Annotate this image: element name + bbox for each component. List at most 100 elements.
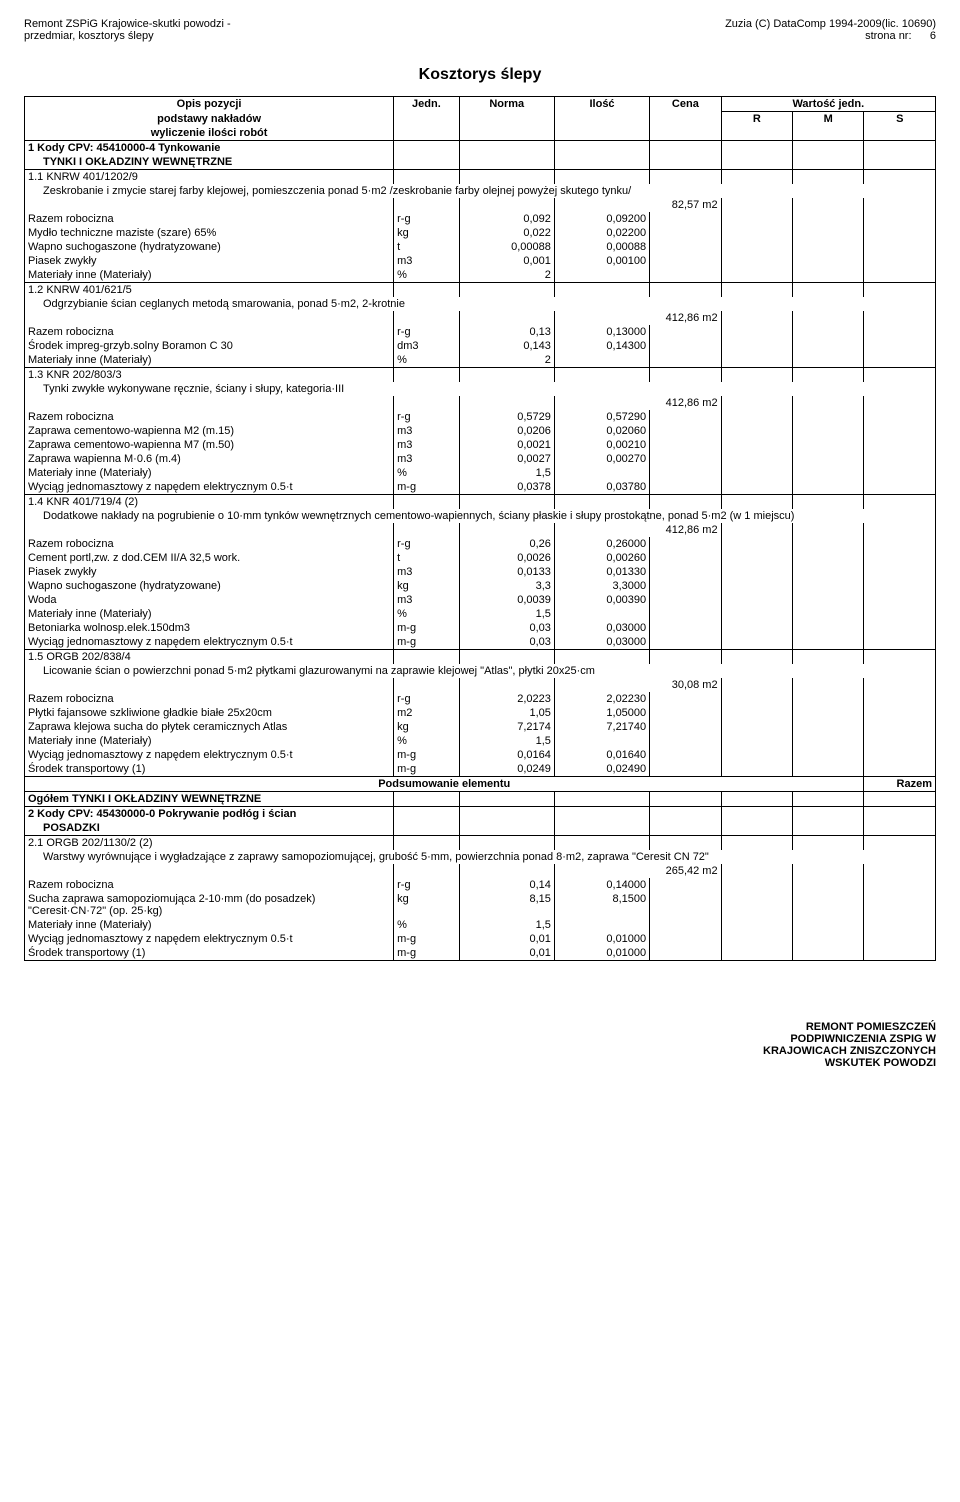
p13-rows-cell: 0,57290	[554, 410, 649, 424]
p13-rows-cell	[650, 424, 721, 438]
col-desc-3: wyliczenie ilości robót	[25, 126, 394, 141]
p12-rows-cell	[650, 339, 721, 353]
p15-rows-cell: Środek transportowy (1)	[25, 762, 394, 777]
p21-rows-cell	[864, 878, 936, 892]
p14-rows-cell: Betoniarka wolnosp.elek.150dm3	[25, 621, 394, 635]
p21-rows-cell	[650, 892, 721, 918]
p13-rows-cell: %	[394, 466, 459, 480]
p13-rows-cell: Materiały inne (Materiały)	[25, 466, 394, 480]
p11-rows-cell	[721, 240, 792, 254]
p14-rows-cell: Cement portl,zw. z dod.CEM II/A 32,5 wor…	[25, 551, 394, 565]
p11-rows-cell: 0,092	[459, 212, 554, 226]
p13-rows-cell	[793, 410, 864, 424]
p15-rows-cell: 0,02490	[554, 762, 649, 777]
p21-rows-cell	[793, 918, 864, 932]
p12-qty: 412,86 m2	[554, 311, 721, 325]
col-wart: Wartość jedn.	[721, 97, 935, 112]
p14-rows-cell	[793, 551, 864, 565]
p15-rows-cell	[650, 748, 721, 762]
p13-rows-cell	[793, 480, 864, 495]
p21-rows-cell	[793, 878, 864, 892]
p14-rows-cell: m-g	[394, 621, 459, 635]
p11-rows-cell	[554, 268, 649, 283]
section1-sum-razem: Razem	[864, 776, 936, 791]
p13-rows-cell	[721, 410, 792, 424]
p12-rows-cell	[864, 339, 936, 353]
p21-rows-cell	[650, 946, 721, 961]
col-r: R	[721, 112, 792, 141]
page-header: Remont ZSPiG Krajowice-skutki powodzi - …	[24, 18, 936, 42]
p12-rows-cell: Razem robocizna	[25, 325, 394, 339]
p12-desc: Odgrzybianie ścian ceglanych metodą smar…	[25, 297, 936, 311]
p12-rows-cell: Materiały inne (Materiały)	[25, 353, 394, 368]
p14-rows-cell	[554, 607, 649, 621]
p13-rows-cell: Razem robocizna	[25, 410, 394, 424]
p15-desc: Licowanie ścian o powierzchni ponad 5·m2…	[25, 664, 936, 678]
section1-total: Ogółem TYNKI I OKŁADZINY WEWNĘTRZNE	[25, 791, 394, 806]
p12-rows-cell	[864, 353, 936, 368]
p21-rows-cell: Sucha zaprawa samopoziomująca 2-10·mm (d…	[25, 892, 394, 918]
p13-desc: Tynki zwykłe wykonywane ręcznie, ściany …	[25, 382, 936, 396]
footer-l1: REMONT POMIESZCZEŃ	[24, 1021, 936, 1033]
p15-rows-cell	[650, 706, 721, 720]
p14-rows-cell	[650, 579, 721, 593]
p13-rows-cell	[554, 466, 649, 480]
p15-rows-cell	[554, 734, 649, 748]
p13-rows-cell: 0,0027	[459, 452, 554, 466]
col-norm: Norma	[459, 97, 554, 141]
p21-rows-cell: kg	[394, 892, 459, 918]
p13-qty: 412,86 m2	[554, 396, 721, 410]
p11-rows-cell: r-g	[394, 212, 459, 226]
p15-rows-cell: m2	[394, 706, 459, 720]
p11-desc: Zeskrobanie i zmycie starej farby klejow…	[25, 184, 936, 198]
p12-rows-cell: r-g	[394, 325, 459, 339]
p14-rows-cell: r-g	[394, 537, 459, 551]
p14-rows-cell	[793, 565, 864, 579]
col-s: S	[864, 112, 936, 141]
p15-rows-cell	[864, 692, 936, 706]
p11-rows-cell	[721, 254, 792, 268]
p15-rows-cell	[721, 762, 792, 777]
p15-rows-cell	[864, 706, 936, 720]
p15-rows-cell: Materiały inne (Materiały)	[25, 734, 394, 748]
p21-rows-cell	[721, 946, 792, 961]
p11-rows-cell: %	[394, 268, 459, 283]
p15-rows-cell	[793, 734, 864, 748]
header-right-line1: Zuzia (C) DataComp 1994-2009(lic. 10690)	[725, 18, 936, 30]
p21-rows-cell	[721, 878, 792, 892]
p14-rows-cell: Wyciąg jednomasztowy z napędem elektrycz…	[25, 635, 394, 650]
p21-rows-cell: 0,14000	[554, 878, 649, 892]
p15-rows-cell: 1,5	[459, 734, 554, 748]
p12-rows-cell	[554, 353, 649, 368]
p21-rows-cell: Wyciąg jednomasztowy z napędem elektrycz…	[25, 932, 394, 946]
p11-rows-cell: 0,022	[459, 226, 554, 240]
header-page-label: strona nr:	[865, 30, 911, 42]
p13-rows-cell: 0,0021	[459, 438, 554, 452]
section1-line1: 1 Kody CPV: 45410000-4 Tynkowanie	[25, 140, 394, 155]
p15-rows-cell: Razem robocizna	[25, 692, 394, 706]
p11-rows-cell: Piasek zwykły	[25, 254, 394, 268]
p13-rows-cell: 0,03780	[554, 480, 649, 495]
p21-rows-cell: 0,14	[459, 878, 554, 892]
p14-rows-cell	[650, 551, 721, 565]
p21-rows-cell: m-g	[394, 932, 459, 946]
p14-rows-cell	[721, 607, 792, 621]
p13-rows-cell: m-g	[394, 480, 459, 495]
p11-rows-cell	[793, 268, 864, 283]
p14-rows-cell	[793, 579, 864, 593]
p15-rows-cell: 0,0164	[459, 748, 554, 762]
p14-rows-cell: 0,26	[459, 537, 554, 551]
p11-rows-cell: 0,02200	[554, 226, 649, 240]
p14-rows-cell: 0,01330	[554, 565, 649, 579]
p21-rows-cell	[554, 918, 649, 932]
p14-rows-cell	[650, 593, 721, 607]
p15-qty: 30,08 m2	[554, 678, 721, 692]
p14-rows-cell: 0,00390	[554, 593, 649, 607]
p11-rows-cell: Mydło techniczne maziste (szare) 65%	[25, 226, 394, 240]
p13-rows-cell	[793, 452, 864, 466]
p14-rows-cell	[721, 537, 792, 551]
p11-rows-cell: kg	[394, 226, 459, 240]
p14-rows-cell	[864, 579, 936, 593]
p14-rows-cell: 3,3000	[554, 579, 649, 593]
p13-rows-cell	[864, 410, 936, 424]
